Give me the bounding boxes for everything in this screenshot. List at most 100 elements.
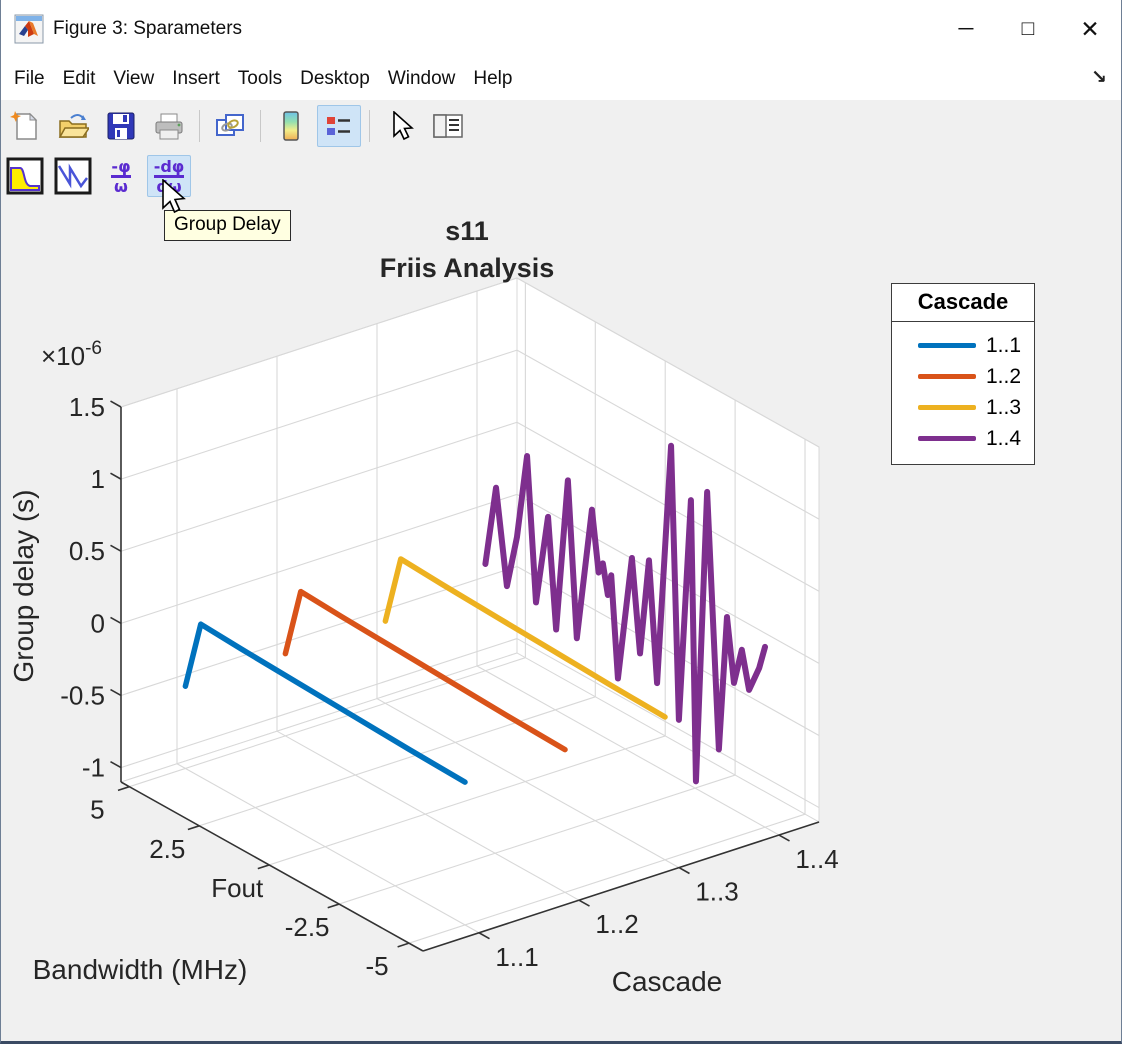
grid-line: [338, 774, 736, 905]
legend-entry-label: 1..3: [986, 395, 1022, 419]
tick: [117, 785, 130, 792]
dock-figure-icon[interactable]: ↘: [1091, 67, 1107, 88]
tick: [257, 864, 270, 870]
new-figure-button[interactable]: [3, 105, 47, 147]
legend[interactable]: Cascade 1..1 1..2 1..3 1..4: [891, 283, 1035, 465]
series-line-1..2[interactable]: [282, 588, 568, 753]
title-bar: Figure 3: Sparameters ─ □ ✕: [1, 0, 1121, 58]
menu-item-view[interactable]: View: [113, 68, 155, 89]
legend-entry-label: 1..4: [986, 426, 1022, 450]
tick: [678, 866, 690, 875]
bandwidth-axis-label: Bandwidth (MHz): [33, 954, 248, 985]
grid-line: [516, 638, 820, 809]
property-inspector-button[interactable]: [426, 105, 470, 147]
grid-line: [129, 657, 526, 788]
series-line-1..1[interactable]: [182, 621, 468, 785]
x-tick-label: 1..2: [595, 909, 638, 939]
toolbar-separator: [260, 110, 261, 142]
legend-item-1..3: 1..3: [892, 392, 1034, 423]
legend-items: 1..1 1..2 1..3 1..4: [892, 322, 1034, 464]
maximize-button[interactable]: □: [1021, 17, 1035, 40]
series-line-1..3[interactable]: [382, 556, 668, 720]
tick: [578, 899, 590, 907]
mouse-cursor-icon: [162, 178, 186, 220]
grid-line: [120, 493, 518, 624]
legend-line-sample: [918, 405, 976, 410]
magnitude-button[interactable]: [3, 155, 47, 197]
tooltip: Group Delay: [164, 210, 291, 241]
menu-item-tools[interactable]: Tools: [237, 68, 283, 89]
angle-button[interactable]: [51, 155, 95, 197]
legend-entry-label: 1..1: [986, 333, 1022, 357]
tick: [110, 688, 122, 697]
insert-legend-button[interactable]: [317, 105, 361, 147]
tick: [110, 760, 122, 769]
matlab-figure-icon: [14, 14, 44, 44]
close-button[interactable]: ✕: [1080, 15, 1100, 42]
phase-delay-button[interactable]: -φ ω: [99, 155, 143, 197]
plot-title-line2: Friis Analysis: [380, 253, 555, 283]
bandwidth-axis: [120, 781, 424, 952]
toolbar-separator: [369, 110, 370, 142]
y-tick-label: -2.5: [285, 912, 330, 942]
z-tick-label: 0: [91, 608, 105, 638]
y-tick-label: Fout: [211, 873, 264, 903]
grid-line: [516, 565, 820, 736]
menu-item-file[interactable]: File: [14, 68, 45, 89]
legend-item-1..4: 1..4: [892, 423, 1034, 454]
plot-3d-axes[interactable]: 1..1 1..2 1..3 1..4 5 2.5 Fout -2.5 -5 -1 -0.5 0 0.5…: [1, 200, 1122, 1044]
menu-bar: File Edit View Insert Tools Desktop Window Help…: [1, 58, 1121, 101]
menu-item-window[interactable]: Window: [387, 68, 456, 89]
legend-line-sample: [918, 343, 976, 348]
legend-line-sample: [918, 436, 976, 441]
groupdelay-axis-label: Group delay (s): [8, 490, 39, 683]
x-tick-label: 1..4: [795, 844, 838, 874]
x-tick-label: 1..3: [695, 877, 738, 907]
y-tick-label: 2.5: [149, 834, 185, 864]
print-figure-button[interactable]: [147, 105, 191, 147]
grid-line: [199, 696, 596, 827]
legend-title: Cascade: [892, 284, 1034, 322]
y-tick-label: -5: [365, 951, 388, 981]
minimize-button[interactable]: ─: [958, 17, 974, 40]
window-controls: ─ □ ✕: [935, 0, 1121, 58]
tick: [110, 400, 122, 408]
window-title: Figure 3: Sparameters: [53, 18, 243, 39]
grid-line: [408, 813, 806, 944]
menu-item-desktop[interactable]: Desktop: [300, 68, 370, 89]
link-plot-button[interactable]: [208, 105, 252, 147]
plot-canvas: 1..1 1..2 1..3 1..4 5 2.5 Fout -2.5 -5 -1 -0.5 0 0.5…: [1, 200, 1122, 1044]
main-toolbar: [1, 100, 1121, 153]
menu-item-insert[interactable]: Insert: [172, 68, 220, 89]
series-line-1..4[interactable]: [482, 442, 769, 785]
grid-line: [516, 277, 820, 448]
grid-line: [376, 698, 680, 869]
edit-plot-button[interactable]: [378, 105, 422, 147]
legend-item-1..1: 1..1: [892, 330, 1034, 361]
tick: [778, 834, 790, 842]
insert-colorbar-button[interactable]: [269, 105, 313, 147]
menu-item-edit[interactable]: Edit: [62, 68, 96, 89]
x-tick-label: 1..1: [495, 942, 538, 972]
tick: [478, 932, 490, 940]
z-tick-label: 1.5: [69, 392, 105, 422]
z-tick-label: -1: [82, 753, 105, 783]
open-file-button[interactable]: [51, 105, 95, 147]
y-tick-label: 5: [90, 795, 104, 825]
z-tick-label: -0.5: [60, 680, 105, 710]
cascade-axis-label: Cascade: [612, 966, 723, 997]
tick: [110, 616, 122, 625]
grid-line: [269, 735, 666, 866]
grid-line: [516, 349, 820, 520]
toolbar-separator: [199, 110, 200, 142]
tick: [110, 544, 122, 552]
grid-line: [120, 638, 518, 769]
save-figure-button[interactable]: [99, 105, 143, 147]
grid-line: [120, 349, 518, 480]
legend-item-1..2: 1..2: [892, 361, 1034, 392]
tick: [327, 903, 340, 909]
menu-item-help[interactable]: Help: [473, 68, 513, 89]
grid-line: [476, 665, 780, 836]
grid-line: [120, 421, 518, 552]
